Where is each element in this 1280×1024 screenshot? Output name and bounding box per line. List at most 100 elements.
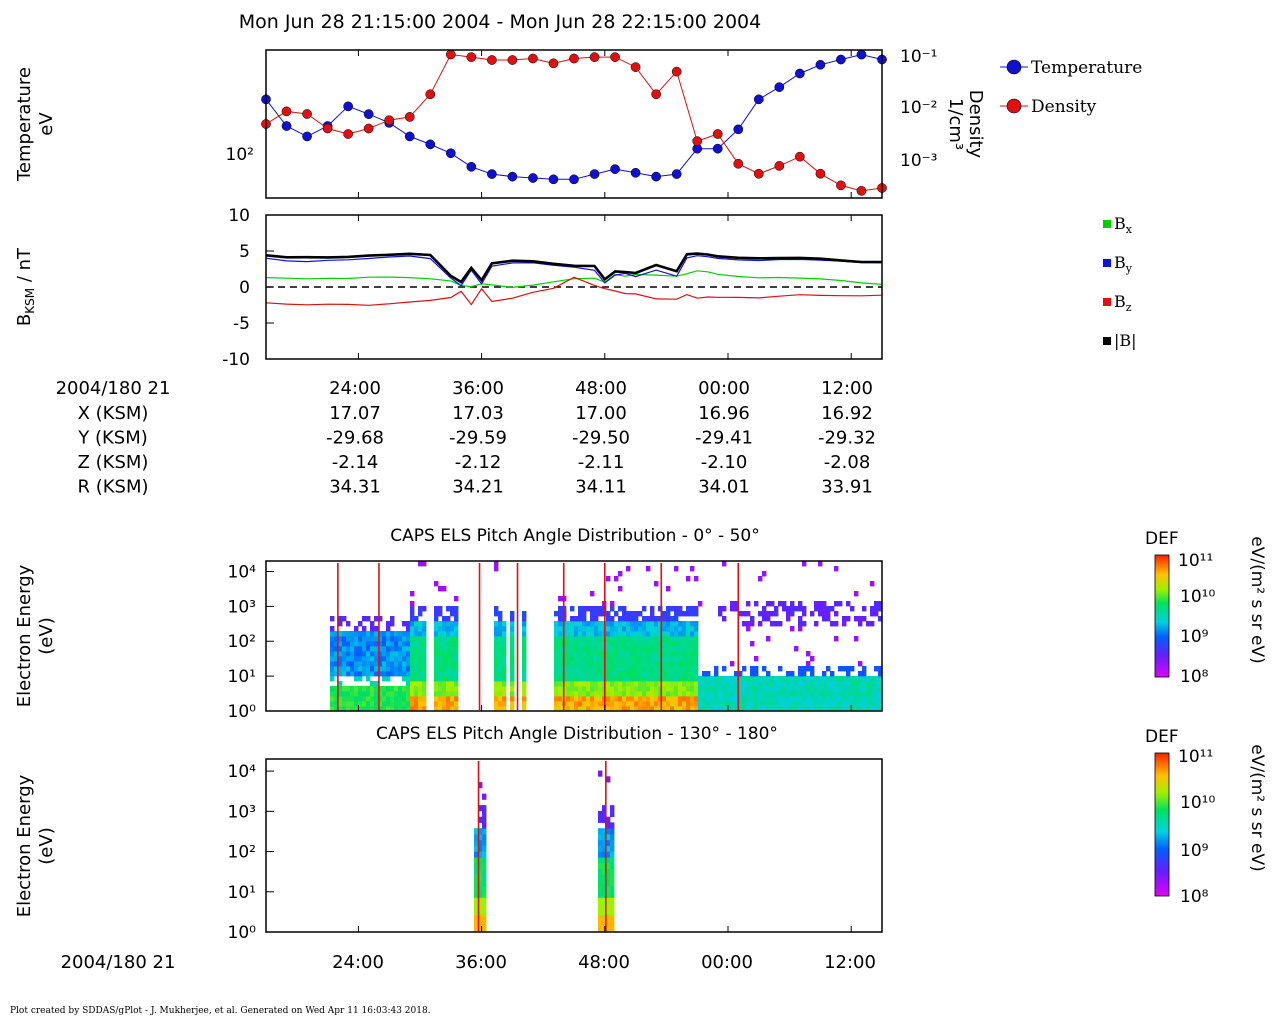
spectrogram-cell — [742, 696, 747, 702]
spectrogram-cell — [702, 681, 707, 687]
spectrogram-cell — [566, 701, 571, 707]
ephemeris-cell: -2.12 — [455, 452, 502, 473]
point-density — [589, 52, 600, 62]
spectrogram-cell — [554, 611, 559, 617]
spectrogram-cell — [878, 701, 883, 707]
spectrogram-cell — [682, 646, 687, 652]
spectrogram-cell — [422, 696, 427, 702]
spectrogram-cell — [686, 696, 691, 702]
spectrogram-cell — [778, 601, 783, 607]
spectrogram-cell — [422, 626, 427, 632]
spectrogram-cell — [682, 706, 687, 712]
spectrogram-cell — [802, 701, 807, 707]
spectrogram-cell — [334, 706, 339, 712]
spectrogram-cell — [378, 691, 383, 697]
spectrogram-cell — [346, 666, 351, 672]
spectrogram-cell — [834, 611, 839, 617]
legend-bmag-label: |B| — [1114, 331, 1137, 350]
spectrogram-cell — [694, 641, 699, 647]
spectrogram-cell — [846, 701, 851, 707]
spectrogram-cell — [798, 606, 803, 612]
spectrogram-cell — [674, 566, 679, 572]
series-bz-line — [265, 276, 883, 306]
spectrogram-cell — [394, 631, 399, 637]
spectrogram-cell — [814, 606, 819, 612]
spec1-title: CAPS ELS Pitch Angle Distribution - 0° -… — [390, 526, 759, 546]
spectrogram-cell — [618, 616, 623, 622]
spectrogram-cell — [442, 636, 447, 642]
spectrogram-cell — [382, 691, 387, 697]
spectrogram-cell — [806, 676, 811, 682]
point-temperature — [795, 68, 805, 79]
spectrogram-cell — [554, 691, 559, 697]
spectrogram-cell — [814, 676, 819, 682]
spectrogram-cell — [330, 671, 335, 677]
spectrogram-cell — [762, 696, 767, 702]
spectrogram-cell — [842, 681, 847, 687]
spectrogram-cell — [694, 576, 699, 582]
spectrogram-cell — [406, 676, 411, 682]
spectrogram-cell — [642, 656, 647, 662]
spectrogram-cell — [634, 641, 639, 647]
figure-title: Mon Jun 28 21:15:00 2004 - Mon Jun 28 22… — [239, 11, 761, 33]
spectrogram-cell — [758, 681, 763, 687]
ephemeris-rows: X (KSM) 17.07 17.03 17.00 16.96 16.92Y (KSM) -… — [77, 403, 876, 498]
spectrogram-cell — [682, 636, 687, 642]
spectrogram-cell — [502, 636, 507, 642]
spectrogram-cell — [370, 696, 375, 702]
spectrogram-cell — [650, 696, 655, 702]
spectrogram-cell — [846, 676, 851, 682]
point-temperature — [466, 161, 477, 172]
spec-ytick-label: 10⁴ — [228, 562, 257, 582]
spectrogram-cell — [406, 681, 411, 687]
spectrogram-cell — [614, 681, 619, 687]
spectrogram-cell — [438, 646, 443, 652]
spectrogram-cell — [362, 701, 367, 707]
spectrogram-cell — [782, 681, 787, 687]
spectrogram-cell — [618, 571, 623, 577]
spectrogram-cell — [498, 676, 503, 682]
spectrogram-cell — [630, 646, 635, 652]
spectrogram-cell — [578, 666, 583, 672]
spectrogram-cell — [598, 666, 603, 672]
spectrogram-cell — [822, 611, 827, 617]
spectrogram-cell — [714, 706, 719, 712]
spectrogram-cell — [682, 651, 687, 657]
spectrogram-cell — [618, 691, 623, 697]
spectrogram-cell — [738, 691, 743, 697]
spectrogram-cell — [750, 641, 755, 647]
spectrogram-cell — [818, 706, 823, 712]
spectrogram-cell — [818, 611, 823, 617]
spectrogram-cell — [794, 706, 799, 712]
spectrogram-cell — [714, 691, 719, 697]
spectrogram-cell — [670, 696, 675, 702]
spectrogram-cell — [642, 631, 647, 637]
spectrogram-cell — [866, 676, 871, 682]
spectrogram-cell — [578, 676, 583, 682]
spectrogram-cell — [658, 696, 663, 702]
spectrogram-cell — [662, 651, 667, 657]
spectrogram-cell — [454, 666, 459, 672]
spectrogram-cell — [442, 661, 447, 667]
point-density — [528, 53, 538, 64]
spectrogram-cell — [694, 631, 699, 637]
spectrogram-cell — [626, 631, 631, 637]
spectrogram-cell — [674, 636, 679, 642]
point-temperature — [302, 131, 312, 142]
spectrogram-cell — [454, 611, 459, 617]
spectrogram-cell — [422, 636, 427, 642]
spectrogram-cell — [482, 805, 487, 812]
spectrogram-cell — [610, 636, 615, 642]
spectrogram-cell — [606, 822, 611, 829]
spectrogram-cell — [390, 636, 395, 642]
spectrogram-cell — [390, 686, 395, 692]
spectrogram-cell — [406, 706, 411, 712]
spectrogram-cell — [338, 616, 343, 622]
spectrogram-cell — [646, 661, 651, 667]
spectrogram-cell — [566, 671, 571, 677]
spectrogram-cell — [610, 851, 615, 858]
spectrogram-cell — [750, 706, 755, 712]
spectrogram-cell — [502, 646, 507, 652]
spectrogram-cell — [822, 706, 827, 712]
spectrogram-cell — [826, 706, 831, 712]
